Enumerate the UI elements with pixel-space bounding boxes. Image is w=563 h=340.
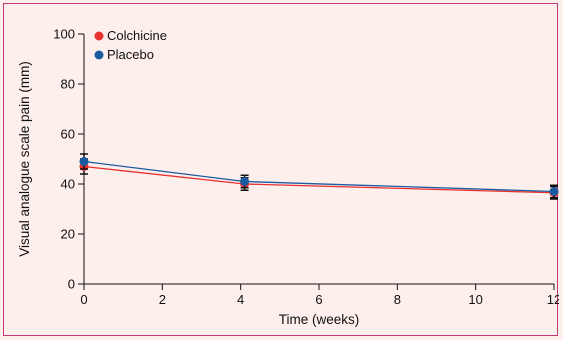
- axes: [83, 34, 554, 285]
- figure-frame: 0 20 40 60 80 100 0 2 4 6 8 10 12 Visual analogue s…: [3, 3, 559, 336]
- line-chart: 0 20 40 60 80 100 0 2 4 6 8 10 12 Visual analogue s…: [17, 27, 559, 328]
- x-tick-label: 8: [394, 292, 401, 307]
- legend-label: Colchicine: [107, 28, 167, 43]
- legend-marker: [94, 50, 104, 60]
- data-point: [79, 157, 89, 166]
- y-tick-label: 80: [61, 77, 75, 92]
- series-placebo: [79, 153, 559, 199]
- y-ticks: 0 20 40 60 80 100: [53, 27, 84, 292]
- y-tick-label: 40: [61, 177, 75, 192]
- y-tick-label: 20: [61, 227, 75, 242]
- y-tick-label: 100: [53, 27, 75, 42]
- x-tick-label: 6: [315, 292, 322, 307]
- legend-item-placebo: Placebo: [94, 47, 154, 62]
- series-layer: [79, 153, 559, 200]
- legend-marker: [94, 31, 104, 41]
- legend-label: Placebo: [107, 47, 154, 62]
- series-colchicine: [79, 158, 559, 200]
- x-tick-label: 2: [159, 292, 166, 307]
- legend-item-colchicine: Colchicine: [94, 28, 167, 43]
- x-ticks: 0 2 4 6 8 10 12: [80, 284, 559, 307]
- x-tick-label: 10: [468, 292, 482, 307]
- data-point: [240, 177, 250, 186]
- y-tick-label: 0: [68, 277, 75, 292]
- x-tick-label: 12: [547, 292, 559, 307]
- legend: Colchicine Placebo: [94, 28, 167, 62]
- series-line: [83, 160, 555, 193]
- y-tick-label: 60: [61, 127, 75, 142]
- x-tick-label: 4: [237, 292, 244, 307]
- y-axis-title: Visual analogue scale pain (mm): [17, 61, 32, 257]
- data-point: [549, 187, 559, 196]
- x-axis-title: Time (weeks): [279, 312, 360, 327]
- x-tick-label: 0: [80, 292, 87, 307]
